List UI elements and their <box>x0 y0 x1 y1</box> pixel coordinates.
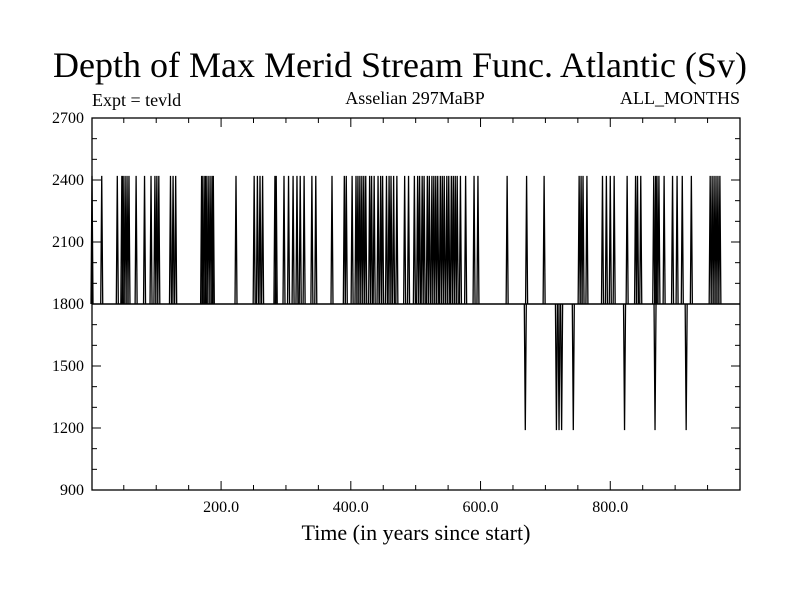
x-tick-label: 400.0 <box>333 499 369 516</box>
spike-high <box>657 175 661 305</box>
y-tick-label: 2100 <box>52 234 84 251</box>
spike-low <box>559 303 564 431</box>
spike-high <box>302 175 306 305</box>
spike-high <box>364 175 368 305</box>
spike-high <box>680 175 684 305</box>
spike-high <box>376 175 380 305</box>
spike-high <box>427 175 431 305</box>
spike-high <box>542 175 546 305</box>
spike-high <box>524 175 529 305</box>
spike-high <box>286 175 291 305</box>
spike-high <box>344 175 348 305</box>
spike-high <box>391 175 396 305</box>
spike-high <box>274 175 278 305</box>
y-tick-label: 2700 <box>52 110 84 127</box>
spike-high <box>417 175 422 305</box>
spike-high <box>581 175 585 305</box>
chart-title: Depth of Max Merid Stream Func. Atlantic… <box>53 45 747 85</box>
spike-high <box>639 175 643 305</box>
x-tick-label: 600.0 <box>463 499 499 516</box>
spike-high <box>689 175 694 305</box>
spike-high <box>260 175 265 305</box>
spike-high <box>608 175 612 305</box>
spike-high <box>395 175 399 305</box>
spike-high <box>402 175 407 305</box>
spike-high <box>447 175 451 305</box>
spike-high <box>298 175 302 305</box>
axis-tick-labels: 200.0 400.0 600.0 800.0 900 1200 1500 1800 2100 2… <box>52 110 628 516</box>
y-tick-label: 1500 <box>52 358 84 375</box>
spike-high <box>134 175 138 305</box>
spike-high <box>142 175 147 305</box>
spike-high <box>389 175 393 305</box>
spike-low <box>571 303 575 431</box>
spike-high <box>463 175 468 305</box>
spike-high <box>662 175 666 305</box>
spike-high <box>295 175 299 305</box>
spike-high <box>612 175 616 305</box>
spike-high <box>585 175 589 305</box>
spike-high <box>258 175 262 305</box>
spike-high <box>291 175 295 305</box>
spike-low <box>554 303 559 431</box>
spike-high <box>330 175 334 305</box>
y-tick-label: 2400 <box>52 172 84 189</box>
spike-low <box>653 303 657 431</box>
spike-high <box>422 175 426 305</box>
spike-high <box>115 175 119 305</box>
spike-high <box>472 175 476 305</box>
series-group <box>90 175 740 431</box>
spike-high <box>149 175 153 305</box>
spike-high <box>310 175 314 305</box>
spike-high <box>252 175 256 305</box>
spike-high <box>384 175 389 305</box>
spike-high <box>90 175 94 305</box>
spike-high <box>600 175 605 305</box>
spike-high <box>718 175 722 305</box>
y-tick-label: 1200 <box>52 420 84 437</box>
spike-high <box>211 175 215 305</box>
spike-high <box>380 175 385 305</box>
spike-high <box>675 175 679 305</box>
spike-high <box>476 175 480 305</box>
x-tick-label: 200.0 <box>203 499 239 516</box>
spike-high <box>604 175 609 305</box>
spike-high <box>350 175 354 305</box>
spike-low <box>557 303 561 431</box>
x-axis-label: Time (in years since start) <box>301 520 531 545</box>
y-tick-label: 900 <box>60 482 84 499</box>
spike-high <box>458 175 463 305</box>
spike-high <box>127 175 131 305</box>
period-label: Asselian 297MaBP <box>345 88 485 108</box>
spike-high <box>255 175 260 305</box>
months-label: ALL_MONTHS <box>620 88 740 108</box>
spike-high <box>168 175 173 305</box>
spike-high <box>625 175 629 305</box>
axis-ticks <box>92 117 740 491</box>
spike-low <box>523 303 527 431</box>
spike-high <box>234 175 238 305</box>
spike-high <box>670 175 675 305</box>
spike-high <box>282 175 286 305</box>
spike-high <box>171 175 175 305</box>
spike-high <box>157 175 161 305</box>
spike-high <box>100 175 104 305</box>
spike-high <box>505 175 509 305</box>
spike-high <box>174 175 178 305</box>
spike-high <box>369 175 374 305</box>
spike-high <box>436 175 440 305</box>
experiment-label: Expt = tevld <box>92 90 182 110</box>
spike-high <box>314 175 318 305</box>
spike-high <box>455 175 459 305</box>
spike-high <box>442 175 446 305</box>
y-tick-label: 1800 <box>52 296 84 313</box>
spike-high <box>372 175 376 305</box>
spike-high <box>412 175 417 305</box>
spike-high <box>635 175 640 305</box>
x-tick-label: 800.0 <box>592 499 628 516</box>
spike-low <box>684 303 688 431</box>
spike-high <box>406 175 411 305</box>
spike-low <box>622 303 627 431</box>
